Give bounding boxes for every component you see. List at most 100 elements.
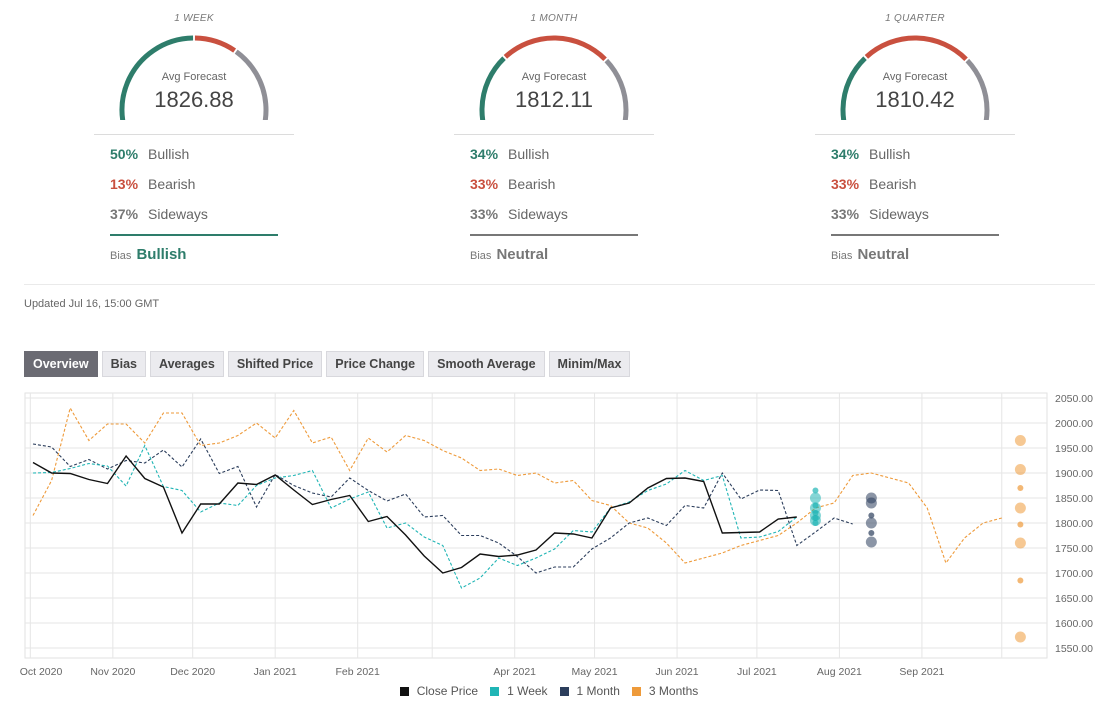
legend-item-week[interactable]: 1 Week [490, 684, 548, 698]
bullish-label: Bullish [148, 146, 190, 162]
gauge-bullish-arc [840, 56, 867, 120]
section-divider [24, 284, 1095, 285]
bias-indicator: Bias Bullish [110, 246, 186, 263]
gauge-bearish-arc [864, 35, 968, 61]
y-axis: 1550.00 1600.00 1650.00 1700.00 1750.00 1800.… [1055, 393, 1093, 655]
forecast-dot-quarter [1014, 435, 1026, 446]
chart-tabs: Overview Bias Averages Shifted Price Pri… [24, 351, 631, 377]
bearish-label: Bearish [508, 176, 556, 192]
x-tick-label: Jan 2021 [254, 666, 297, 678]
avg-forecast-label: Avg Forecast [161, 71, 227, 83]
tab-smooth-average[interactable]: Smooth Average [428, 351, 545, 377]
legend-swatch [559, 686, 569, 696]
sentiment-gauge [119, 35, 269, 120]
gauge-sideways-arc [604, 58, 629, 120]
bias-underline [110, 234, 278, 236]
y-tick-label: 2050.00 [1055, 393, 1093, 405]
gauge-bearish-arc [194, 35, 237, 53]
avg-forecast-value: 1826.88 [154, 87, 234, 112]
bias-indicator: Bias Neutral [831, 246, 909, 263]
tab-overview[interactable]: Overview [24, 351, 98, 377]
legend-label: 1 Week [507, 684, 548, 698]
chart-legend: Close Price 1 Week 1 Month 3 Months [0, 684, 1098, 698]
sideways-row: 33% Sideways [470, 206, 568, 222]
forecast-dots [809, 435, 1026, 643]
series-line-week [32, 444, 798, 589]
sideways-percent: 37% [110, 206, 139, 222]
y-tick-label: 1600.00 [1055, 618, 1093, 630]
bullish-row: 34% Bullish [470, 146, 549, 162]
gauge-bearish-arc [503, 35, 607, 61]
sideways-percent: 33% [470, 206, 499, 222]
bias-value: Neutral [496, 246, 549, 263]
x-tick-label: Jul 2021 [737, 666, 777, 678]
updated-timestamp: Updated Jul 16, 15:00 GMT [24, 298, 160, 310]
bullish-percent: 34% [831, 146, 860, 162]
y-tick-label: 2000.00 [1055, 418, 1093, 430]
x-tick-label: Nov 2020 [90, 666, 135, 678]
tab-averages[interactable]: Averages [150, 351, 224, 377]
forecast-dot-week [812, 487, 819, 494]
x-tick-label: Aug 2021 [817, 666, 862, 678]
bearish-label: Bearish [148, 176, 196, 192]
bias-value: Neutral [857, 246, 910, 263]
sideways-label: Sideways [508, 206, 568, 222]
x-tick-label: Sep 2021 [899, 666, 944, 678]
bearish-row: 33% Bearish [831, 176, 916, 192]
legend-item-quarter[interactable]: 3 Months [631, 684, 698, 698]
tab-bias[interactable]: Bias [101, 351, 146, 377]
forecast-dot-month [865, 497, 877, 509]
chart-series [32, 406, 1002, 589]
forecast-dot-quarter [1014, 631, 1026, 643]
sideways-row: 33% Sideways [831, 206, 929, 222]
x-tick-label: Apr 2021 [493, 666, 536, 678]
gauge-sideways-arc [965, 58, 990, 120]
bias-value: Bullish [136, 246, 187, 263]
gauge-bullish-arc [119, 35, 194, 120]
legend-swatch [490, 686, 500, 696]
card-period-label: 1 QUARTER [885, 13, 945, 24]
y-tick-label: 1650.00 [1055, 593, 1093, 605]
tab-minim-max[interactable]: Minim/Max [548, 351, 631, 377]
bearish-row: 33% Bearish [470, 176, 555, 192]
y-tick-label: 1750.00 [1055, 543, 1093, 555]
forecast-dot-week [809, 492, 821, 504]
series-line-month [32, 437, 853, 574]
forecast-dot-quarter [1014, 537, 1026, 549]
tab-shifted-price[interactable]: Shifted Price [227, 351, 323, 377]
bearish-percent: 33% [831, 176, 860, 192]
bias-indicator: Bias Neutral [470, 246, 548, 263]
forecast-dot-quarter [1017, 521, 1024, 528]
bullish-row: 50% Bullish [110, 146, 189, 162]
bias-underline [831, 234, 999, 236]
y-tick-label: 1550.00 [1055, 643, 1093, 655]
legend-label: Close Price [416, 684, 479, 698]
x-tick-label: May 2021 [571, 666, 617, 678]
sentiment-gauge [479, 35, 629, 120]
x-axis: Oct 2020 Nov 2020 Dec 2020 Jan 2021 Feb 2021… [20, 666, 945, 678]
bullish-percent: 50% [110, 146, 139, 162]
sideways-row: 37% Sideways [110, 206, 208, 222]
legend-item-close[interactable]: Close Price [399, 684, 479, 698]
chart-grid [24, 392, 1048, 659]
plot-frame [24, 392, 1048, 659]
avg-forecast-label: Avg Forecast [521, 71, 587, 83]
bias-label: Bias [470, 250, 492, 262]
card-divider [454, 134, 654, 135]
legend-item-month[interactable]: 1 Month [559, 684, 620, 698]
x-tick-label: Feb 2021 [335, 666, 380, 678]
sideways-percent: 33% [831, 206, 860, 222]
bias-underline [470, 234, 638, 236]
forecast-dot-month [868, 530, 875, 536]
legend-swatch [631, 686, 641, 696]
sideways-label: Sideways [148, 206, 208, 222]
tab-price-change[interactable]: Price Change [326, 351, 425, 377]
forecast-dot-month [865, 517, 877, 529]
forecast-dot-quarter [1017, 577, 1024, 584]
series-line-quarter [32, 406, 1002, 565]
forecast-dot-quarter [1014, 464, 1026, 475]
y-tick-label: 1700.00 [1055, 568, 1093, 580]
bias-label: Bias [110, 250, 132, 262]
bearish-label: Bearish [869, 176, 917, 192]
legend-swatch [399, 686, 409, 696]
